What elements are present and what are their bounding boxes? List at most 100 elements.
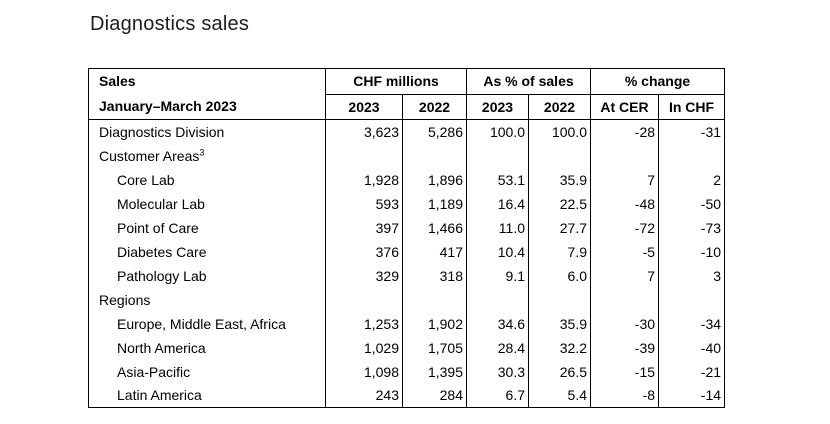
cell-at-cer: 7 <box>590 167 659 192</box>
table-row-pathology-lab: Pathology Lab 329 318 9.1 6.0 7 3 <box>89 263 725 288</box>
cell-pct-2022: 6.0 <box>527 263 591 288</box>
cell-in-chf: -34 <box>658 311 725 336</box>
cell-pct-2023: 28.4 <box>466 335 529 360</box>
row-label: Core Lab <box>117 171 175 188</box>
cell-chf-2023 <box>325 287 403 312</box>
cell-pct-2022: 32.2 <box>527 335 591 360</box>
cell-pct-2023: 9.1 <box>466 263 529 288</box>
cell-in-chf: -40 <box>658 335 725 360</box>
row-label: Europe, Middle East, Africa <box>117 315 286 332</box>
header-pct-2023: 2023 <box>466 94 529 120</box>
header-sub-row: 2023 2022 2023 2022 At CER In CHF <box>89 94 725 120</box>
cell-chf-2023: 329 <box>325 263 403 288</box>
table-row-north-america: North America 1,029 1,705 28.4 32.2 -39 … <box>89 335 725 360</box>
header-chf-2022: 2022 <box>402 94 467 120</box>
table-row-emea: Europe, Middle East, Africa 1,253 1,902 … <box>89 311 725 336</box>
cell-chf-2022: 1,902 <box>402 311 467 336</box>
header-at-cer: At CER <box>590 94 659 120</box>
cell-chf-2022: 5,286 <box>402 119 467 144</box>
table-body: Diagnostics Division 3,623 5,286 100.0 1… <box>89 119 725 408</box>
cell-chf-2023: 593 <box>325 191 403 216</box>
cell-at-cer: -5 <box>590 239 659 264</box>
header-pct-2022: 2022 <box>527 94 591 120</box>
cell-chf-2022: 1,395 <box>402 359 467 384</box>
cell-chf-2023: 1,029 <box>325 335 403 360</box>
row-label: Diagnostics Division <box>99 123 225 140</box>
table-row-molecular-lab: Molecular Lab 593 1,189 16.4 22.5 -48 -5… <box>89 191 725 216</box>
cell-in-chf <box>658 143 725 168</box>
cell-pct-2023: 53.1 <box>466 167 529 192</box>
row-label: Customer Areas3 <box>99 146 205 164</box>
cell-pct-2022 <box>527 287 591 312</box>
cell-at-cer: 7 <box>590 263 659 288</box>
cell-pct-2022: 22.5 <box>527 191 591 216</box>
cell-chf-2022: 1,466 <box>402 215 467 240</box>
cell-chf-2023: 1,098 <box>325 359 403 384</box>
cell-at-cer: -72 <box>590 215 659 240</box>
cell-at-cer: -30 <box>590 311 659 336</box>
cell-in-chf: 3 <box>658 263 725 288</box>
cell-at-cer: -8 <box>590 383 659 408</box>
cell-chf-2022: 1,896 <box>402 167 467 192</box>
row-label: Pathology Lab <box>117 267 207 284</box>
cell-pct-2023: 6.7 <box>466 383 529 408</box>
cell-chf-2022 <box>402 287 467 312</box>
cell-in-chf: -31 <box>658 119 725 144</box>
footnote-marker: 3 <box>199 146 205 157</box>
cell-chf-2022: 284 <box>402 383 467 408</box>
header-sales-period: Sales January–March 2023 <box>88 68 326 120</box>
cell-in-chf: -14 <box>658 383 725 408</box>
cell-pct-2023: 100.0 <box>466 119 529 144</box>
cell-at-cer: -39 <box>590 335 659 360</box>
table-row-diabetes-care: Diabetes Care 376 417 10.4 7.9 -5 -10 <box>89 239 725 264</box>
row-label: Point of Care <box>117 219 199 236</box>
row-label: Molecular Lab <box>117 195 205 212</box>
cell-chf-2023: 397 <box>325 215 403 240</box>
cell-pct-2022: 35.9 <box>527 311 591 336</box>
cell-pct-2022: 7.9 <box>527 239 591 264</box>
cell-pct-2023: 16.4 <box>466 191 529 216</box>
cell-pct-2023: 11.0 <box>466 215 529 240</box>
cell-pct-2023: 10.4 <box>466 239 529 264</box>
table-row-diagnostics-division: Diagnostics Division 3,623 5,286 100.0 1… <box>89 119 725 144</box>
header-group-chf-millions: CHF millions <box>325 68 467 95</box>
cell-chf-2023: 1,928 <box>325 167 403 192</box>
cell-at-cer <box>590 143 659 168</box>
cell-chf-2023: 243 <box>325 383 403 408</box>
cell-chf-2023: 376 <box>325 239 403 264</box>
header-chf-2023: 2023 <box>325 94 403 120</box>
cell-at-cer: -48 <box>590 191 659 216</box>
header-sales-label: Sales <box>99 73 136 89</box>
cell-in-chf: -10 <box>658 239 725 264</box>
cell-chf-2023: 1,253 <box>325 311 403 336</box>
cell-at-cer <box>590 287 659 312</box>
table-row-latin-america: Latin America 243 284 6.7 5.4 -8 -14 <box>89 383 725 408</box>
cell-in-chf: 2 <box>658 167 725 192</box>
table-row-regions: Regions <box>89 287 725 312</box>
cell-chf-2022: 1,705 <box>402 335 467 360</box>
header-group-pct-of-sales: As % of sales <box>465 68 591 95</box>
cell-at-cer: -15 <box>590 359 659 384</box>
cell-chf-2022 <box>402 143 467 168</box>
diagnostics-sales-table: Sales January–March 2023 CHF millions As… <box>88 68 726 408</box>
cell-at-cer: -28 <box>590 119 659 144</box>
cell-chf-2023: 3,623 <box>325 119 403 144</box>
cell-chf-2022: 417 <box>402 239 467 264</box>
cell-in-chf: -50 <box>658 191 725 216</box>
cell-pct-2022 <box>527 143 591 168</box>
table-row-core-lab: Core Lab 1,928 1,896 53.1 35.9 7 2 <box>89 167 725 192</box>
cell-pct-2022: 5.4 <box>527 383 591 408</box>
table-row-asia-pacific: Asia-Pacific 1,098 1,395 30.3 26.5 -15 -… <box>89 359 725 384</box>
cell-in-chf: -73 <box>658 215 725 240</box>
page-title: Diagnostics sales <box>90 13 250 35</box>
header-period-label: January–March 2023 <box>99 98 237 114</box>
header-in-chf: In CHF <box>658 94 725 120</box>
cell-chf-2023 <box>325 143 403 168</box>
cell-pct-2022: 35.9 <box>527 167 591 192</box>
header-group-pct-change: % change <box>590 68 725 95</box>
header-group-row: Sales January–March 2023 CHF millions As… <box>88 68 725 120</box>
cell-pct-2023: 34.6 <box>466 311 529 336</box>
cell-chf-2022: 1,189 <box>402 191 467 216</box>
row-label: North America <box>117 339 206 356</box>
